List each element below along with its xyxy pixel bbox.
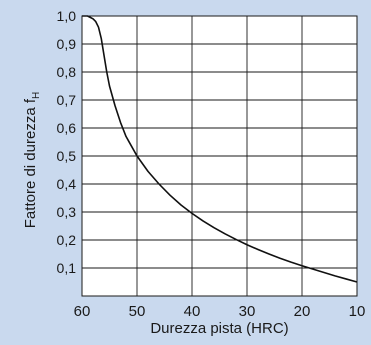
y-tick-label: 0,9 — [57, 36, 77, 52]
x-tick-label: 10 — [349, 303, 366, 320]
y-tick-labels: 0,1 0,2 0,3 0,4 0,5 0,6 0,7 0,8 0,9 1,0 — [57, 8, 77, 276]
x-tick-label: 30 — [239, 303, 256, 320]
y-tick-label: 0,6 — [57, 120, 77, 136]
series-line — [82, 15, 358, 283]
y-tick-label: 0,7 — [57, 92, 77, 108]
x-tick-label: 20 — [294, 303, 311, 320]
x-tick-label: 50 — [129, 303, 146, 320]
y-tick-label: 0,4 — [57, 176, 77, 192]
x-axis-label: Durezza pista (HRC) — [150, 320, 288, 337]
y-tick-label: 0,2 — [57, 232, 77, 248]
plot-frame — [81, 15, 358, 297]
y-tick-label: 0,1 — [57, 260, 77, 276]
y-axis-label-subscript: H — [31, 92, 42, 99]
x-tick-labels: 60 50 40 30 20 10 — [74, 303, 366, 320]
y-tick-label: 0,3 — [57, 204, 77, 220]
y-axis-label: Fattore di durezza fH — [22, 92, 42, 228]
y-axis-label-main: Fattore di durezza f — [22, 98, 39, 228]
x-tick-label: 60 — [74, 303, 91, 320]
y-tick-label: 0,8 — [57, 64, 77, 80]
y-tick-label: 0,5 — [57, 148, 77, 164]
x-tick-label: 40 — [184, 303, 201, 320]
y-tick-label: 1,0 — [57, 8, 77, 24]
